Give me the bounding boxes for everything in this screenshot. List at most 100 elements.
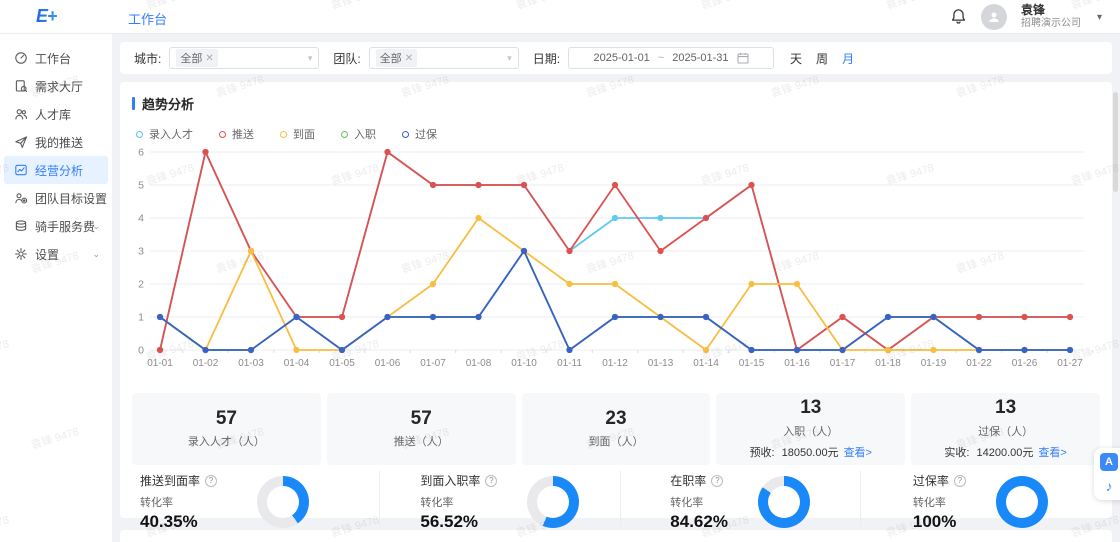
- stat-card-3: 13 入职（人） 预收: 18050.00元 查看>: [716, 393, 906, 465]
- view-link[interactable]: 查看>: [1038, 446, 1067, 459]
- sidebar-item-1[interactable]: 需求大厅 ⌄: [4, 72, 108, 100]
- svg-text:01-19: 01-19: [921, 358, 947, 369]
- chevron-down-icon: ▾: [507, 52, 512, 63]
- rate-value: 100%: [912, 512, 957, 531]
- sidebar-item-3[interactable]: 我的推送 ⌄: [4, 128, 108, 156]
- scrollbar-thumb[interactable]: [1113, 92, 1118, 192]
- chevron-down-icon: ⌄: [92, 248, 100, 259]
- stat-extra-value: 14200.00元: [973, 446, 1034, 459]
- help-icon[interactable]: ?: [485, 474, 498, 487]
- rate-value: 56.52%: [420, 512, 479, 531]
- svg-text:01-26: 01-26: [1012, 358, 1038, 369]
- svg-text:3: 3: [138, 246, 144, 258]
- rate-cell-2: 在职率 ? 转化率 84.62%: [621, 471, 861, 533]
- rate-cell-3: 过保率 ? 转化率 100%: [861, 471, 1100, 533]
- legend-label: 推送: [232, 129, 254, 141]
- city-select[interactable]: 全部 ✕ ▾: [169, 47, 320, 69]
- legend-marker-icon: [219, 130, 226, 138]
- legend-label: 录入人才: [149, 129, 193, 141]
- sidebar-item-label: 人才库: [35, 107, 72, 122]
- legend-marker-icon: [136, 130, 143, 138]
- legend-marker-icon: [402, 130, 409, 138]
- rate-donut-chart: [995, 476, 1048, 528]
- legend-item[interactable]: 入职: [341, 126, 376, 142]
- legend-item[interactable]: 推送: [219, 126, 254, 142]
- sidebar-item-7[interactable]: 设置 ⌄: [4, 240, 108, 268]
- stat-extra-label: 实收:: [944, 446, 970, 459]
- svg-text:01-03: 01-03: [238, 358, 264, 369]
- sidebar-item-label: 设置: [35, 247, 60, 262]
- sidebar-item-label: 我的推送: [35, 135, 84, 150]
- granularity-option[interactable]: 周: [816, 51, 829, 66]
- rate-info: 推送到面率 ? 转化率 40.35%: [140, 472, 218, 532]
- team-select[interactable]: 全部 ✕ ▾: [368, 47, 519, 69]
- translate-icon[interactable]: A: [1100, 453, 1118, 471]
- sidebar-item-0[interactable]: 工作台 ⌄: [4, 44, 108, 72]
- view-link[interactable]: 查看>: [843, 446, 872, 459]
- remove-tag-icon[interactable]: ✕: [404, 52, 414, 64]
- title-marker: [132, 97, 135, 110]
- legend-label: 过保: [415, 129, 437, 141]
- svg-text:01-07: 01-07: [420, 358, 446, 369]
- trend-chart: 0 1 2 3 4 5 6 01-01 01-02 01-03 01-04 01-05 01-06 01-…: [132, 144, 1100, 383]
- help-icon[interactable]: ?: [953, 474, 966, 487]
- svg-text:01-13: 01-13: [648, 358, 674, 369]
- stats-row: 57 录入人才（人） 57 推送（人） 23 到面（人） 13 入职（人）: [132, 393, 1100, 465]
- svg-text:01-12: 01-12: [602, 358, 628, 369]
- rate-info: 到面入职率 ? 转化率 56.52%: [420, 472, 498, 532]
- granularity-option[interactable]: 天: [790, 51, 803, 66]
- stat-extra: 预收: 18050.00元 查看>: [750, 444, 872, 460]
- date-start: 2025-01-01: [593, 52, 650, 64]
- bell-icon[interactable]: [950, 8, 967, 26]
- help-icon[interactable]: ?: [711, 474, 724, 487]
- chart-legend: 录入人才 推送 到面 入职 过保: [136, 126, 1100, 142]
- stat-value: 13: [995, 397, 1017, 419]
- stat-extra: 实收: 14200.00元 查看>: [944, 444, 1066, 460]
- legend-item[interactable]: 过保: [402, 126, 437, 142]
- city-tag: 全部 ✕: [176, 49, 218, 67]
- user-company: 招聘演示公司: [1020, 18, 1081, 30]
- svg-text:01-08: 01-08: [466, 358, 492, 369]
- assistant-icon[interactable]: ♪: [1105, 478, 1113, 494]
- svg-text:01-10: 01-10: [511, 358, 537, 369]
- analysis-icon: [14, 163, 28, 177]
- service-fee-icon: [14, 219, 28, 233]
- avatar[interactable]: [980, 4, 1007, 30]
- app-logo[interactable]: E+: [36, 6, 58, 26]
- panel-title-row: 趋势分析: [132, 94, 1100, 113]
- date-filter-label: 日期:: [532, 51, 561, 66]
- legend-marker-icon: [280, 130, 287, 138]
- next-section-panel: [120, 530, 1112, 542]
- legend-marker-icon: [341, 130, 348, 138]
- remove-tag-icon[interactable]: ✕: [205, 52, 214, 64]
- date-range-picker[interactable]: 2025-01-01 ~ 2025-01-31: [568, 47, 775, 69]
- rate-info: 过保率 ? 转化率 100%: [913, 472, 966, 532]
- team-tag-label: 全部: [379, 53, 402, 65]
- rate-title: 到面入职率: [420, 474, 481, 488]
- rate-info: 在职率 ? 转化率 84.62%: [670, 472, 728, 532]
- rate-cell-0: 推送到面率 ? 转化率 40.35%: [132, 471, 381, 533]
- stat-label: 过保（人）: [978, 425, 1034, 438]
- legend-label: 到面: [293, 129, 315, 141]
- page-title: 趋势分析: [142, 97, 195, 112]
- team-filter-label: 团队:: [333, 51, 361, 66]
- legend-item[interactable]: 到面: [280, 126, 315, 142]
- stat-value: 23: [605, 407, 627, 429]
- granularity-option[interactable]: 月: [842, 51, 855, 66]
- svg-text:01-14: 01-14: [693, 358, 719, 369]
- chevron-down-icon[interactable]: ▾: [1096, 11, 1102, 23]
- rate-sub-label: 转化率: [420, 497, 454, 509]
- sidebar-item-2[interactable]: 人才库 ⌄: [4, 100, 108, 128]
- stat-card-0: 57 录入人才（人）: [132, 393, 321, 465]
- sidebar-item-label: 经营分析: [35, 163, 84, 178]
- rate-title: 在职率: [670, 474, 707, 488]
- help-icon[interactable]: ?: [205, 474, 218, 487]
- sidebar-item-5[interactable]: 团队目标设置 ⌄: [4, 184, 108, 212]
- sidebar-item-4[interactable]: 经营分析 ⌄: [4, 156, 108, 184]
- demand-hall-icon: [14, 79, 28, 93]
- nav-tab-workbench[interactable]: 工作台: [128, 12, 168, 27]
- calendar-icon: [736, 52, 749, 64]
- user-menu[interactable]: 袁锋 招聘演示公司: [1020, 4, 1081, 30]
- legend-item[interactable]: 录入人才: [136, 126, 193, 142]
- sidebar-item-6[interactable]: 骑手服务费 ⌄: [4, 212, 108, 240]
